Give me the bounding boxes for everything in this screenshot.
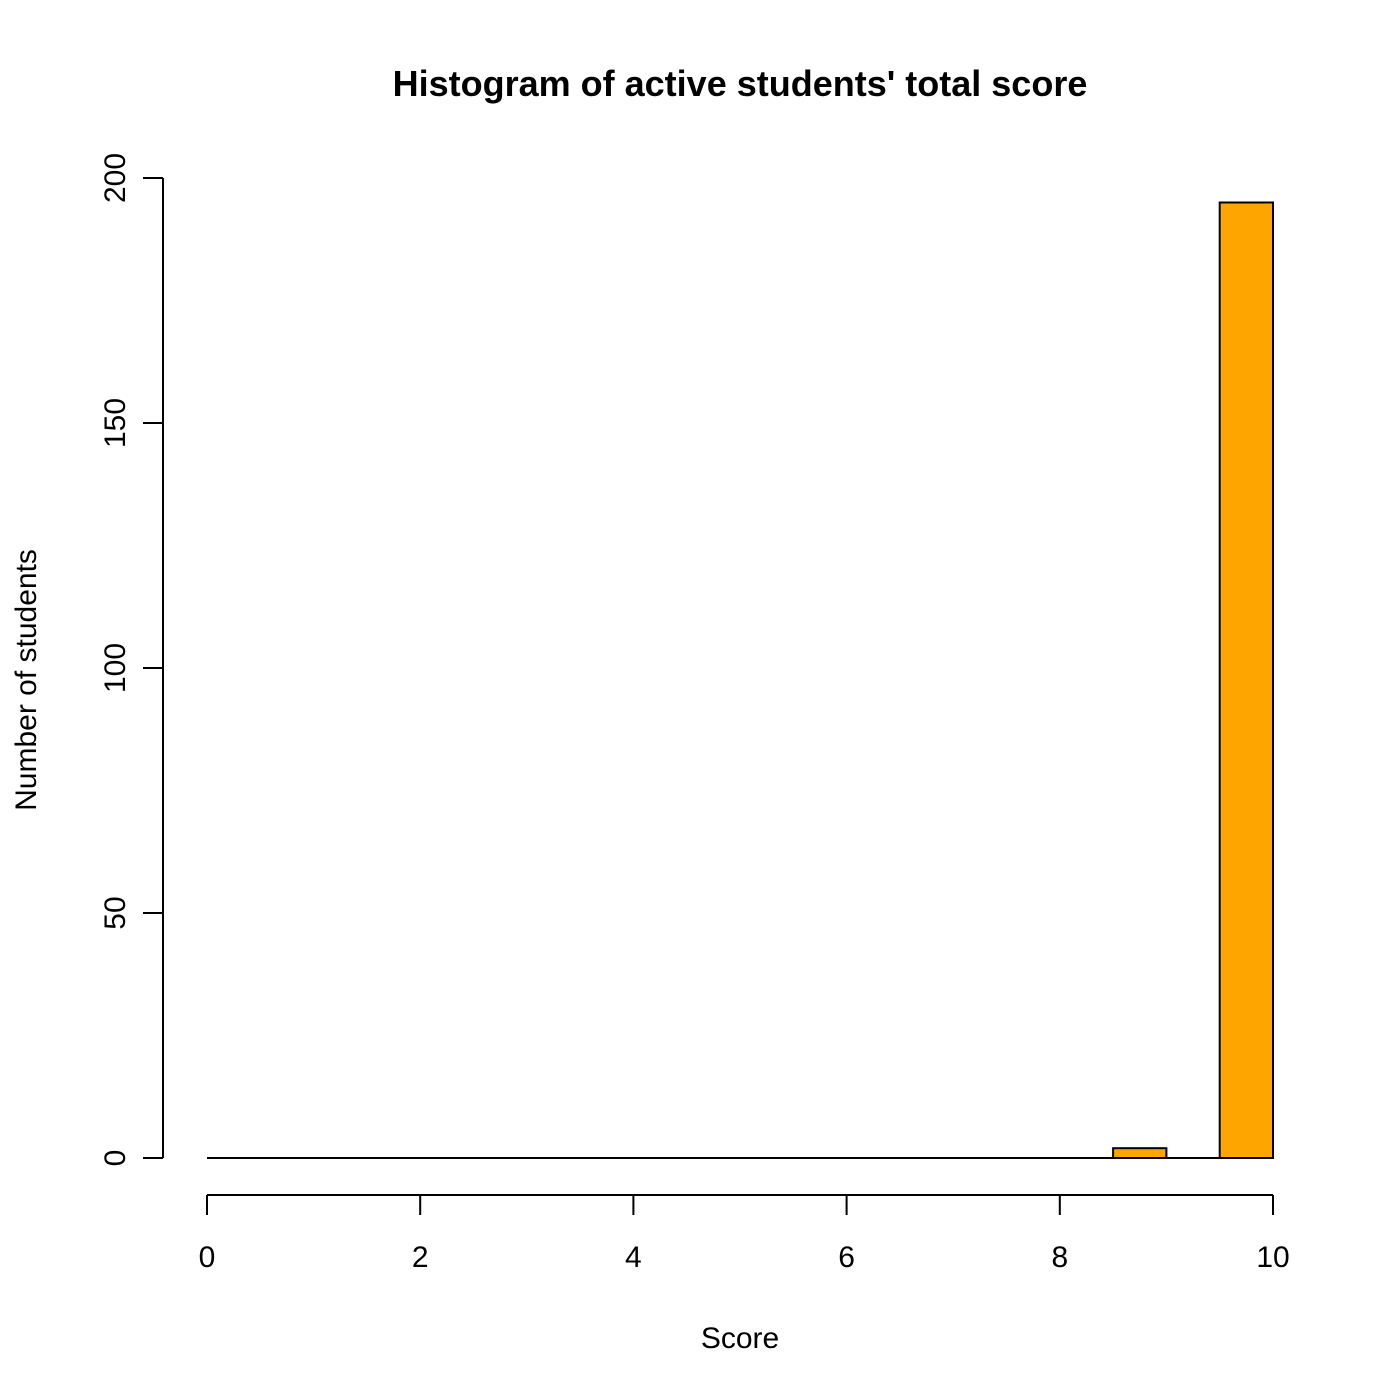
histogram-bar <box>1218 201 1274 1159</box>
histogram-bar <box>1112 1147 1168 1159</box>
y-tick-label: 100 <box>99 643 132 693</box>
y-tick-label: 0 <box>99 1150 132 1167</box>
x-tick-label: 8 <box>1051 1241 1068 1274</box>
x-tick-label: 2 <box>412 1241 429 1274</box>
x-axis: 0 2 4 6 8 10 <box>199 1194 1290 1274</box>
y-tick-label: 150 <box>99 398 132 448</box>
chart-title: Histogram of active students' total scor… <box>393 63 1088 104</box>
x-tick-label: 6 <box>838 1241 855 1274</box>
y-axis: 0 50 100 150 200 <box>99 153 164 1167</box>
x-tick-label: 4 <box>625 1241 642 1274</box>
x-tick-label: 0 <box>199 1241 216 1274</box>
y-axis-label: Number of students <box>10 549 43 811</box>
bars-group <box>207 201 1274 1159</box>
y-tick-label: 50 <box>99 896 132 929</box>
x-axis-label: Score <box>701 1322 779 1355</box>
x-tick-label: 10 <box>1256 1241 1289 1274</box>
y-tick-label: 200 <box>99 153 132 203</box>
